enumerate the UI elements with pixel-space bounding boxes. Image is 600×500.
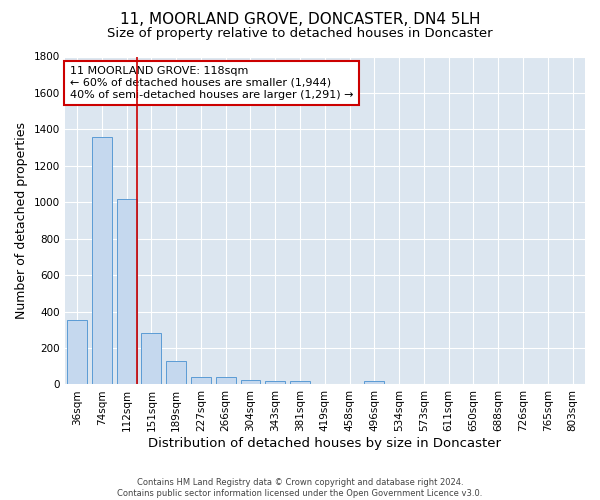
Bar (290, 381, 310, 384)
Bar (92, 136, 112, 384)
Bar (265, 381, 285, 384)
Y-axis label: Number of detached properties: Number of detached properties (15, 122, 28, 319)
X-axis label: Distribution of detached houses by size in Doncaster: Distribution of detached houses by size … (148, 437, 502, 450)
Text: Size of property relative to detached houses in Doncaster: Size of property relative to detached ho… (107, 28, 493, 40)
Bar (166, 361, 186, 384)
Text: 11 MOORLAND GROVE: 118sqm
← 60% of detached houses are smaller (1,944)
40% of se: 11 MOORLAND GROVE: 118sqm ← 60% of detac… (70, 66, 353, 100)
Bar (216, 376, 236, 384)
Text: Contains HM Land Registry data © Crown copyright and database right 2024.
Contai: Contains HM Land Registry data © Crown c… (118, 478, 482, 498)
Bar (241, 380, 260, 384)
Bar (364, 381, 385, 384)
Bar (117, 198, 137, 384)
Bar (191, 376, 211, 384)
Text: 11, MOORLAND GROVE, DONCASTER, DN4 5LH: 11, MOORLAND GROVE, DONCASTER, DN4 5LH (120, 12, 480, 28)
Bar (67, 320, 87, 384)
Bar (142, 332, 161, 384)
